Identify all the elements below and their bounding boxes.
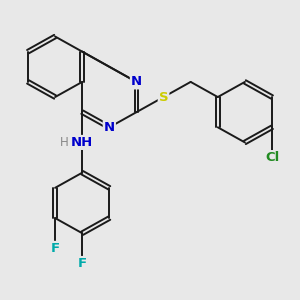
Text: NH: NH xyxy=(71,136,93,149)
Text: N: N xyxy=(104,121,115,134)
Text: Cl: Cl xyxy=(265,151,279,164)
Text: F: F xyxy=(78,257,87,270)
Text: F: F xyxy=(50,242,60,255)
Text: N: N xyxy=(131,75,142,88)
Text: S: S xyxy=(159,91,168,103)
Text: H: H xyxy=(60,136,69,149)
